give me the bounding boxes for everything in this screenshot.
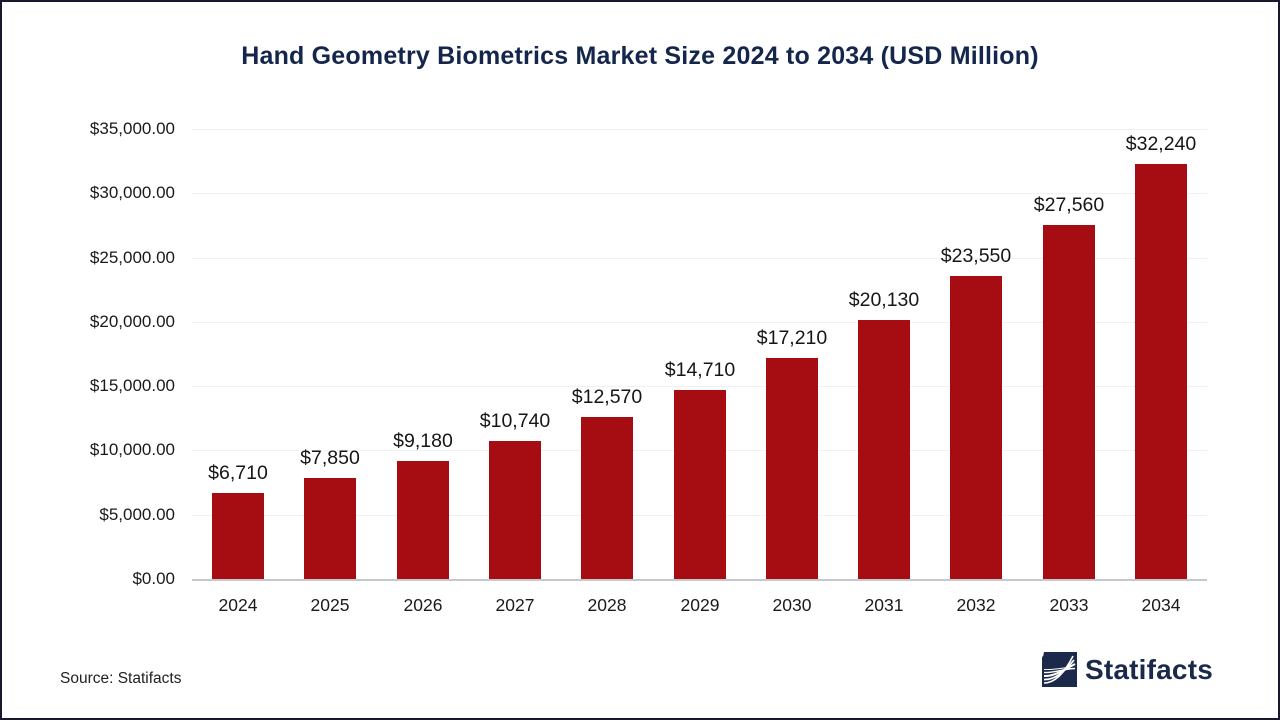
bar-2030 [766,358,818,579]
x-axis-tick-label: 2027 [495,595,535,615]
bar-2024 [212,493,264,579]
gridline [192,386,1207,388]
statifacts-logo: Statifacts [1041,652,1213,687]
source-note: Source: Statifacts [60,670,182,687]
y-axis-tick-label: $20,000.00 [89,311,175,331]
bar-2029 [674,390,726,579]
bar-2027 [489,441,541,579]
bar-value-label: $23,550 [940,245,1012,267]
bar-value-label: $20,130 [848,289,920,311]
bar-2028 [581,417,633,579]
gridline [192,257,1207,259]
bar-value-label: $12,570 [571,386,643,408]
x-axis-tick-label: 2024 [218,595,258,615]
bar-2031 [858,320,910,579]
x-axis-tick-label: 2034 [1141,595,1181,615]
x-axis-tick-label: 2026 [403,595,443,615]
y-axis-tick-label: $25,000.00 [89,247,175,267]
waves-icon [1041,652,1077,687]
y-axis-tick-label: $35,000.00 [89,119,175,138]
bar-2034 [1135,164,1187,579]
x-axis-tick-label: 2033 [1049,595,1089,615]
y-axis-tick-label: $0.00 [132,569,175,588]
bar-value-label: $14,710 [664,359,736,381]
bar-2033 [1043,225,1095,579]
bar-2026 [397,461,449,579]
x-axis-tick-label: 2029 [680,595,720,615]
bar-value-label: $32,240 [1125,133,1197,155]
chart-title: Hand Geometry Biometrics Market Size 202… [241,42,1039,70]
x-axis-tick-label: 2030 [772,595,812,615]
bar-value-label: $7,850 [300,447,360,469]
y-axis-tick-label: $10,000.00 [89,440,175,460]
bar-value-label: $10,740 [479,410,551,432]
bar-value-label: $17,210 [756,327,828,349]
y-axis-tick-label: $5,000.00 [99,504,175,524]
gridline [192,321,1207,323]
x-axis-tick-label: 2032 [956,595,996,615]
bar-2025 [304,478,356,579]
bar-value-label: $27,560 [1033,194,1105,216]
bar-2032 [950,276,1002,579]
x-axis-tick-label: 2028 [587,595,627,615]
x-axis-tick-label: 2031 [864,595,904,615]
gridline [192,193,1207,195]
bar-value-label: $9,180 [393,430,453,452]
gridline [192,129,1207,130]
y-axis-tick-label: $30,000.00 [89,183,175,203]
logo-text: Statifacts [1084,653,1213,685]
bar-value-label: $6,710 [208,462,268,484]
y-axis-tick-label: $15,000.00 [89,376,175,396]
x-axis-line [192,579,1207,581]
x-axis-tick-label: 2025 [310,595,350,615]
